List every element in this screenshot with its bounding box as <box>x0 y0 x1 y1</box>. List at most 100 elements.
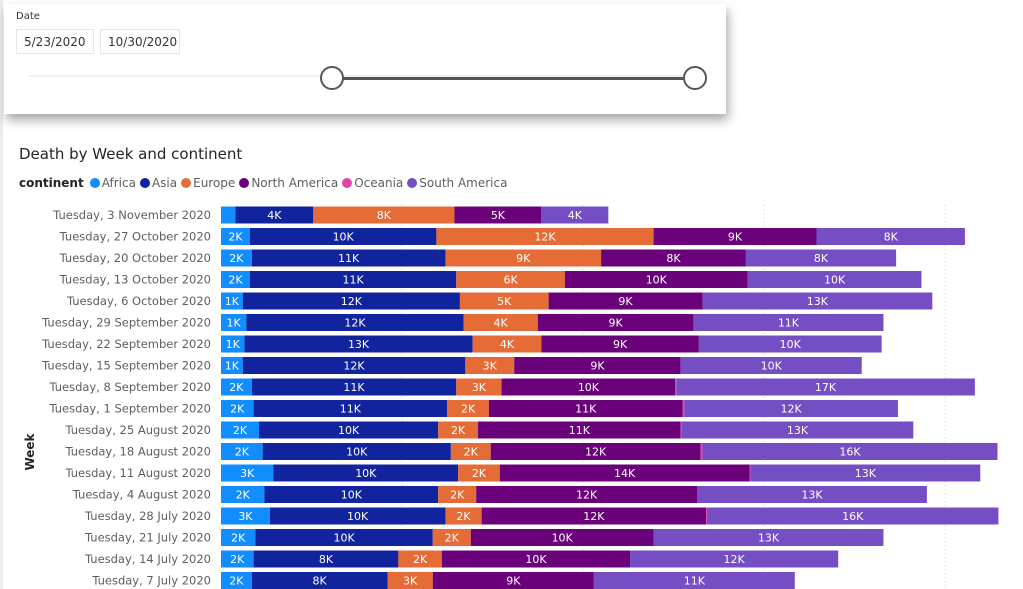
bar-segment-europe[interactable] <box>459 292 549 310</box>
slider-start-handle[interactable] <box>320 66 344 90</box>
bar-segment-africa[interactable] <box>221 206 236 224</box>
bar-segment-south-america[interactable] <box>706 507 999 525</box>
bar-segment-africa[interactable] <box>221 443 263 460</box>
bar-segment-asia[interactable] <box>251 572 388 589</box>
bar-segment-north-america[interactable] <box>481 507 707 525</box>
bar-segment-asia[interactable] <box>244 335 473 353</box>
bar-segment-asia[interactable] <box>259 421 439 439</box>
bar-segment-north-america[interactable] <box>432 572 594 589</box>
bar-segment-oceania[interactable] <box>749 464 751 482</box>
bar-segment-africa[interactable] <box>221 486 265 503</box>
bar-segment-asia[interactable] <box>251 378 457 396</box>
bar-segment-africa[interactable] <box>221 335 245 353</box>
bar-segment-south-america[interactable] <box>702 292 933 310</box>
legend-item-north-america[interactable]: North America <box>239 176 338 190</box>
bar-segment-south-america[interactable] <box>541 206 609 224</box>
bar-segment-europe[interactable] <box>465 357 515 374</box>
bar-segment-africa[interactable] <box>221 314 247 331</box>
bar-segment-europe[interactable] <box>438 486 477 503</box>
legend-item-europe[interactable]: Europe <box>181 176 235 190</box>
bar-segment-north-america[interactable] <box>501 378 676 396</box>
bar-segment-north-america[interactable] <box>488 400 683 417</box>
bar-segment-north-america[interactable] <box>441 550 631 568</box>
bar-segment-africa[interactable] <box>221 271 250 288</box>
bar-segment-asia[interactable] <box>235 206 314 224</box>
bar-segment-asia[interactable] <box>253 400 448 417</box>
bar-segment-europe[interactable] <box>445 507 482 525</box>
bar-segment-south-america[interactable] <box>593 572 795 589</box>
bar-segment-europe[interactable] <box>456 378 502 396</box>
bar-segment-europe[interactable] <box>432 529 471 546</box>
bar-segment-africa[interactable] <box>221 228 250 245</box>
bar-segment-europe[interactable] <box>450 443 491 460</box>
bar-segment-asia[interactable] <box>242 292 460 310</box>
bar-segment-asia[interactable] <box>273 464 459 482</box>
bar-segment-asia[interactable] <box>249 271 457 288</box>
bar-segment-asia[interactable] <box>246 314 464 331</box>
legend-item-oceania[interactable]: Oceania <box>342 176 403 190</box>
bar-segment-asia[interactable] <box>249 228 437 245</box>
bar-segment-north-america[interactable] <box>601 249 746 267</box>
bar-segment-africa[interactable] <box>221 507 270 525</box>
bar-segment-south-america[interactable] <box>702 443 998 460</box>
bar-segment-europe[interactable] <box>456 271 565 288</box>
bar-segment-north-america[interactable] <box>564 271 748 288</box>
bar-segment-oceania[interactable] <box>682 400 685 417</box>
bar-segment-oceania[interactable] <box>706 507 707 525</box>
bar-segment-africa[interactable] <box>221 464 274 482</box>
bar-segment-oceania[interactable] <box>675 378 677 396</box>
bar-segment-europe[interactable] <box>398 550 442 568</box>
bar-segment-europe[interactable] <box>313 206 455 224</box>
bar-segment-europe[interactable] <box>387 572 433 589</box>
bar-segment-africa[interactable] <box>221 357 243 374</box>
slider-track[interactable] <box>28 75 698 77</box>
bar-segment-africa[interactable] <box>221 550 254 568</box>
bar-segment-africa[interactable] <box>221 529 256 546</box>
bar-segment-north-america[interactable] <box>490 443 701 460</box>
legend-item-asia[interactable]: Asia <box>139 176 177 190</box>
bar-segment-africa[interactable] <box>221 400 254 417</box>
slider-end-handle[interactable] <box>683 66 707 90</box>
bar-segment-south-america[interactable] <box>630 550 839 568</box>
bar-segment-south-america[interactable] <box>684 400 898 417</box>
bar-segment-north-america[interactable] <box>476 486 698 503</box>
bar-segment-europe[interactable] <box>438 421 479 439</box>
end-date-input[interactable]: 10/30/2020 <box>100 29 180 54</box>
bar-segment-south-america[interactable] <box>680 357 862 374</box>
bar-segment-south-america[interactable] <box>676 378 975 396</box>
bar-segment-north-america[interactable] <box>537 314 694 331</box>
bar-segment-south-america[interactable] <box>698 335 882 353</box>
bar-segment-south-america[interactable] <box>750 464 981 482</box>
bar-segment-europe[interactable] <box>463 314 538 331</box>
bar-segment-north-america[interactable] <box>499 464 750 482</box>
bar-segment-north-america[interactable] <box>514 357 681 374</box>
bar-segment-south-america[interactable] <box>816 228 965 245</box>
legend-item-south-america[interactable]: South America <box>407 176 507 190</box>
bar-segment-north-america[interactable] <box>548 292 703 310</box>
bar-segment-asia[interactable] <box>242 357 466 374</box>
bar-segment-europe[interactable] <box>445 249 602 267</box>
bar-segment-asia[interactable] <box>251 249 446 267</box>
bar-segment-asia[interactable] <box>264 486 439 503</box>
bar-segment-europe[interactable] <box>472 335 542 353</box>
bar-segment-africa[interactable] <box>221 249 252 267</box>
bar-segment-north-america[interactable] <box>470 529 654 546</box>
bar-segment-north-america[interactable] <box>454 206 542 224</box>
bar-segment-south-america[interactable] <box>653 529 884 546</box>
bar-segment-oceania[interactable] <box>680 421 682 439</box>
bar-segment-asia[interactable] <box>255 529 433 546</box>
bar-segment-asia[interactable] <box>262 443 451 460</box>
bar-segment-south-america[interactable] <box>747 271 922 288</box>
bar-segment-north-america[interactable] <box>541 335 699 353</box>
bar-segment-south-america[interactable] <box>693 314 884 331</box>
bar-segment-north-america[interactable] <box>478 421 681 439</box>
bar-segment-south-america[interactable] <box>681 421 914 439</box>
bar-segment-europe[interactable] <box>458 464 500 482</box>
bar-segment-south-america[interactable] <box>745 249 897 267</box>
bar-segment-north-america[interactable] <box>653 228 817 245</box>
bar-segment-south-america[interactable] <box>697 486 927 503</box>
bar-segment-africa[interactable] <box>221 378 252 396</box>
start-date-input[interactable]: 5/23/2020 <box>16 29 94 54</box>
bar-segment-africa[interactable] <box>221 572 252 589</box>
bar-segment-asia[interactable] <box>253 550 399 568</box>
